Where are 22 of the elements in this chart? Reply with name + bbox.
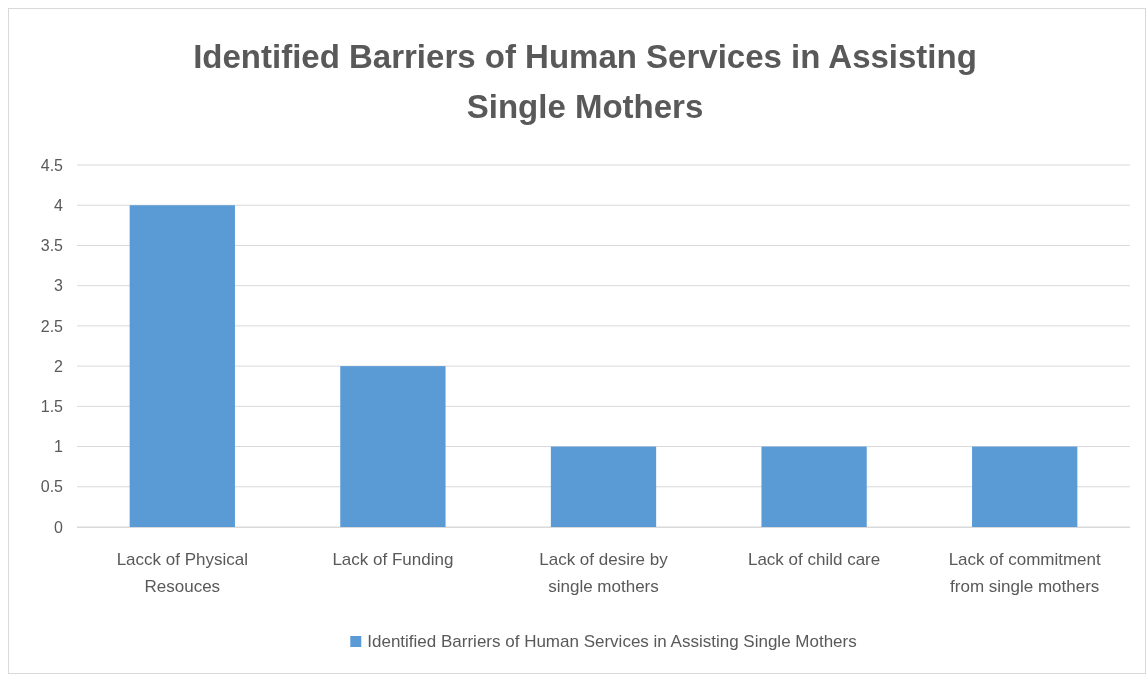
- x-tick-label: Lack of desire by single mothers: [539, 550, 669, 596]
- bar: [129, 205, 235, 527]
- x-tick-label: Lack of commitment from single mothers: [948, 550, 1102, 596]
- y-tick-label: 4: [54, 196, 64, 214]
- y-tick-label: 0.5: [40, 478, 64, 496]
- y-tick-label: 3: [54, 277, 64, 295]
- y-tick-label: 1: [54, 438, 64, 456]
- y-tick-label: 0: [54, 518, 64, 536]
- x-tick-label: Lacck of Physical Resouces: [116, 550, 248, 596]
- bar: [550, 446, 657, 527]
- y-tick-label: 3.5: [40, 237, 64, 255]
- y-tick-label: 2: [54, 357, 64, 375]
- y-tick-label: 2.5: [40, 317, 64, 335]
- legend-label: Identified Barriers of Human Services in Assisting Single Mothers: [367, 632, 857, 651]
- bar: [761, 446, 867, 527]
- x-tick-label: Lack of child care: [747, 550, 881, 569]
- bar: [340, 366, 446, 527]
- y-tick-label: 4.5: [40, 156, 64, 174]
- chart-title: Identified Barriers of Human Services in Assisting Single Mothers: [193, 38, 977, 125]
- bar: [972, 446, 1078, 527]
- y-tick-label: 1.5: [40, 397, 64, 415]
- x-tick-label: Lack of Funding: [332, 550, 454, 569]
